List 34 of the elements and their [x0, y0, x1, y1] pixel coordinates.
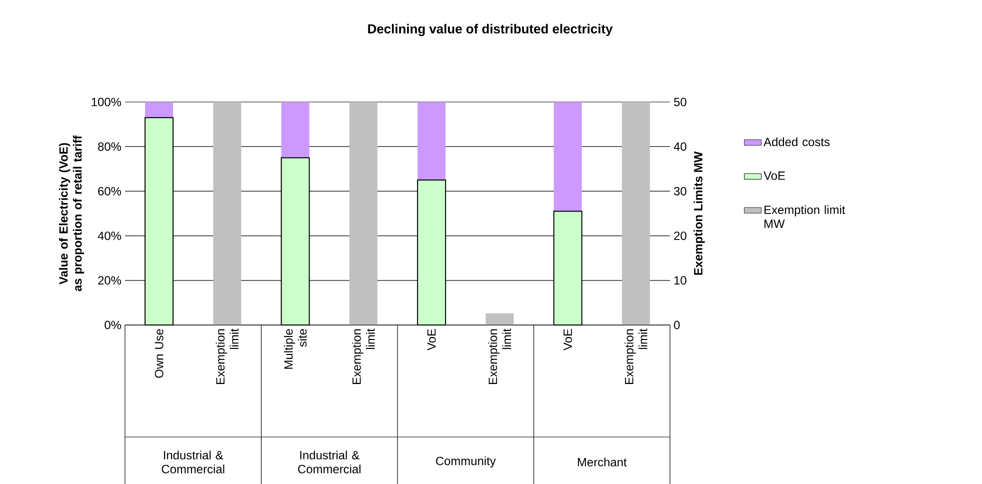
- text: Industrial & Commercial: [298, 450, 360, 474]
- y2-tick-label: 0: [674, 320, 680, 330]
- x-tick-label: Exemption limit: [352, 328, 375, 384]
- y2-tick-label: 10: [674, 276, 686, 285]
- y-tick-label: 40%: [98, 232, 122, 240]
- bar: [554, 102, 582, 212]
- y-tick-label: 80%: [98, 142, 122, 151]
- x-tick-label: VoE: [564, 329, 572, 350]
- text: Merchant: [578, 458, 627, 466]
- legend-label: Added costs: [764, 137, 830, 146]
- y-axis-title: Value of Electricity (VoE) as proportion of retail tariff: [58, 135, 84, 292]
- x-tick-label: Exemption limit: [216, 328, 239, 384]
- x-tick-label: Exemption limit: [624, 328, 648, 384]
- y2-axis-title: Exemption Limits MW: [694, 151, 705, 275]
- y-tick-label: 60%: [98, 186, 122, 196]
- x-tick-label: Exemption limit: [488, 328, 512, 384]
- bar: [281, 102, 310, 158]
- bar: [418, 102, 446, 180]
- text: Community: [436, 456, 496, 468]
- y-tick-label: 100%: [92, 98, 122, 106]
- text: Industrial & Commercial: [162, 450, 224, 474]
- legend-label: Exemption limit MW: [764, 205, 846, 228]
- legend-label: VoE: [764, 172, 785, 180]
- y2-tick-label: 40: [674, 142, 686, 151]
- y2-tick-label: 50: [674, 98, 686, 106]
- x-tick-label: VoE: [427, 329, 436, 350]
- chart-title: Declining value of distributed electricity: [368, 24, 613, 36]
- y-tick-label: 0%: [104, 320, 122, 330]
- x-tick-label: Own Use: [154, 329, 164, 378]
- y2-tick-label: 30: [674, 186, 686, 196]
- y2-tick-label: 20: [674, 232, 686, 240]
- x-tick-label: Multiple site: [284, 329, 307, 369]
- bar: [145, 102, 174, 118]
- y-tick-label: 20%: [98, 276, 122, 285]
